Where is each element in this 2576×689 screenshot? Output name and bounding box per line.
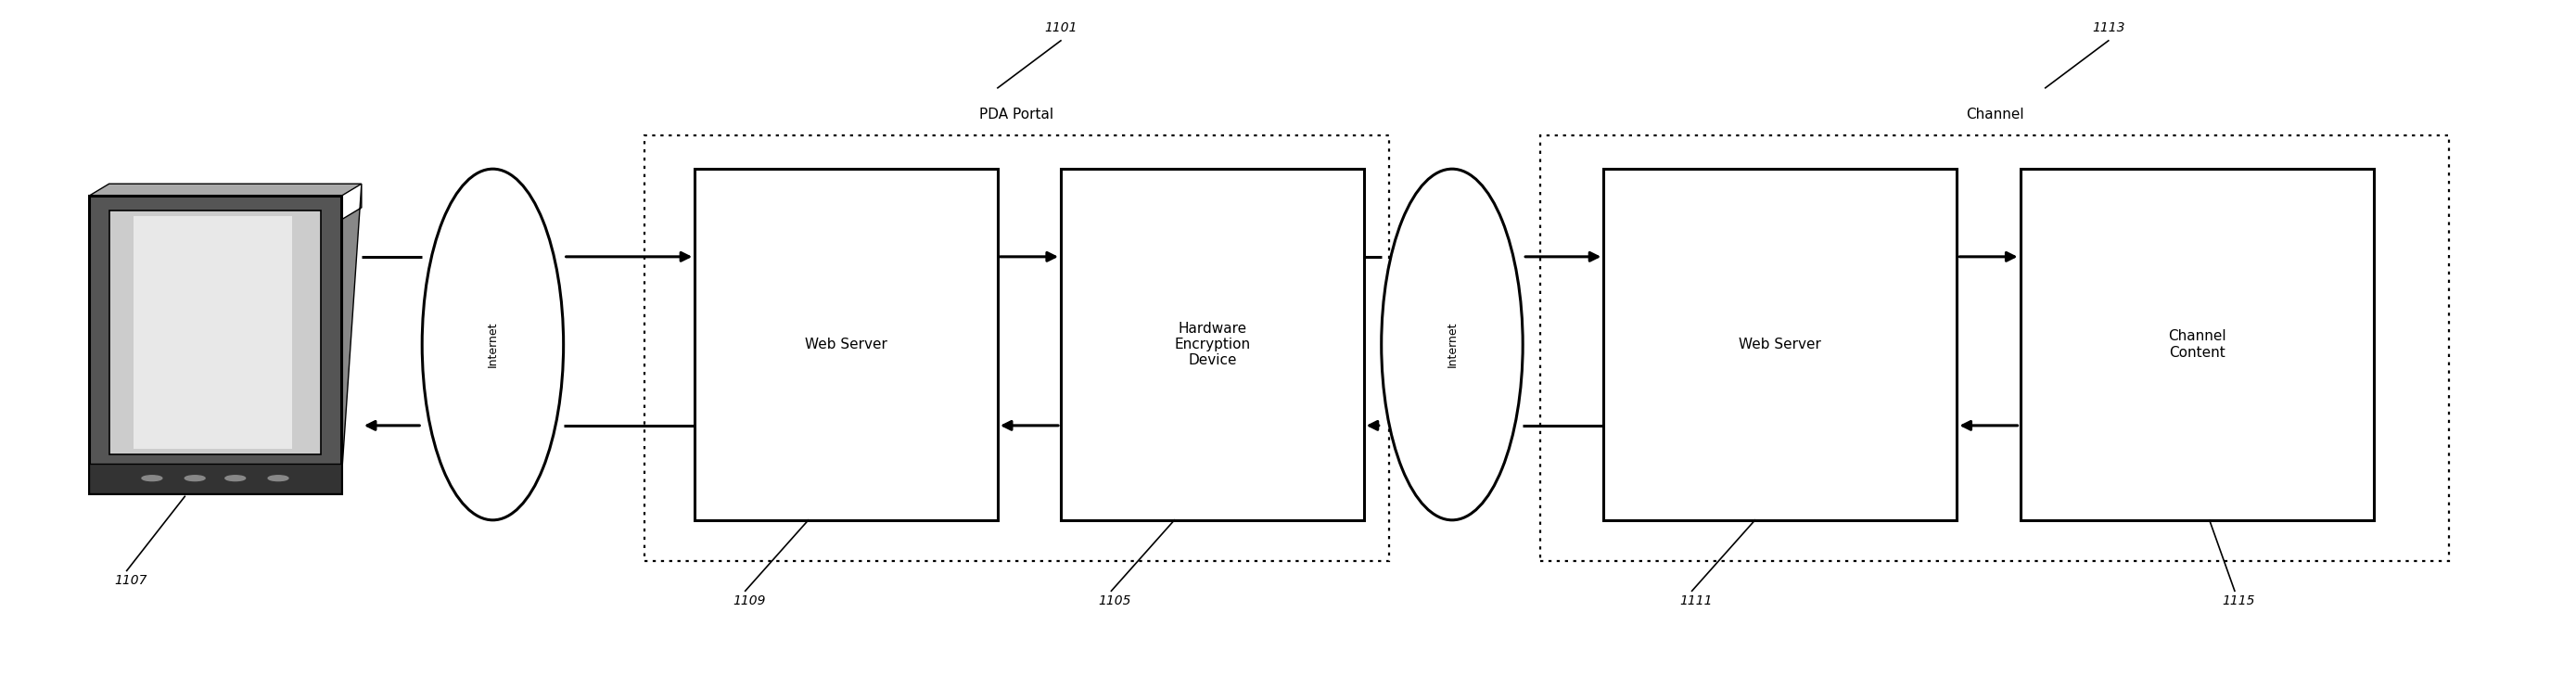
- Bar: [88, 196, 340, 493]
- Circle shape: [268, 475, 289, 481]
- Bar: [134, 216, 291, 449]
- Text: Web Server: Web Server: [806, 338, 886, 351]
- Bar: [696, 169, 997, 520]
- Text: Internet: Internet: [1445, 322, 1458, 367]
- Text: 1113: 1113: [2092, 21, 2125, 34]
- Polygon shape: [88, 184, 361, 196]
- Text: Web Server: Web Server: [1739, 338, 1821, 351]
- Text: 1101: 1101: [1043, 21, 1077, 34]
- Text: 1111: 1111: [1680, 595, 1713, 607]
- Bar: [644, 135, 1388, 561]
- Bar: [108, 211, 322, 455]
- Bar: [88, 463, 340, 493]
- Circle shape: [224, 475, 245, 481]
- Text: 1105: 1105: [1097, 595, 1131, 607]
- Bar: [2020, 169, 2372, 520]
- Text: Channel
Content: Channel Content: [2169, 329, 2226, 360]
- Text: PDA Portal: PDA Portal: [979, 107, 1054, 122]
- Circle shape: [185, 475, 206, 481]
- Ellipse shape: [422, 169, 564, 520]
- Text: 1109: 1109: [732, 595, 765, 607]
- Polygon shape: [340, 184, 361, 481]
- Text: Internet: Internet: [487, 322, 500, 367]
- Bar: [1602, 169, 1958, 520]
- Bar: [1540, 135, 2450, 561]
- Text: 1107: 1107: [113, 574, 147, 587]
- Bar: [1061, 169, 1363, 520]
- Text: Hardware
Encryption
Device: Hardware Encryption Device: [1175, 321, 1249, 368]
- Ellipse shape: [1381, 169, 1522, 520]
- Text: 1115: 1115: [2223, 595, 2254, 607]
- Text: Channel: Channel: [1965, 107, 2025, 122]
- Circle shape: [142, 475, 162, 481]
